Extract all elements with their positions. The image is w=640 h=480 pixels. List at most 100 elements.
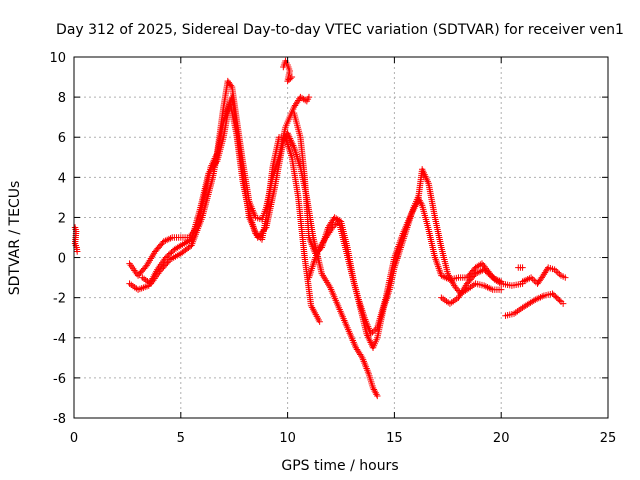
- series-late-lower: [502, 290, 567, 319]
- data-point-marker: [554, 295, 562, 303]
- axis-ticks: 0 5 10 15 20 25 -8 -6 -4 -2 0 2 4 6 8 10: [49, 51, 616, 446]
- data-point-marker: [519, 264, 526, 271]
- y-tick-label: 0: [58, 252, 66, 267]
- y-tick-label: 4: [58, 171, 66, 186]
- data-point-marker: [330, 222, 338, 230]
- data-point-marker: [261, 225, 269, 233]
- data-point-marker: [480, 266, 488, 273]
- data-point-marker: [562, 274, 569, 281]
- data-point-marker: [373, 391, 380, 398]
- x-tick-label: 0: [70, 431, 78, 446]
- data-point-marker: [284, 77, 291, 85]
- data-point-marker: [175, 243, 183, 250]
- data-point-marker: [162, 260, 170, 268]
- data-point-marker: [280, 138, 287, 145]
- data-point-marker: [372, 389, 379, 396]
- data-point-marker: [553, 267, 560, 275]
- data-point-marker: [280, 136, 288, 143]
- data-point-marker: [369, 384, 377, 392]
- data-point-marker: [157, 266, 164, 274]
- data-point-marker: [164, 253, 171, 260]
- series-spike-near-10: [280, 57, 296, 85]
- data-point-marker: [554, 269, 562, 276]
- data-point-marker: [302, 96, 309, 104]
- series-track-e: [305, 166, 505, 337]
- data-point-marker: [529, 275, 536, 283]
- data-point-marker: [156, 268, 163, 275]
- y-tick-label: -4: [53, 332, 66, 347]
- data-point-marker: [452, 284, 459, 291]
- data-point-marker: [174, 244, 181, 251]
- x-axis-label: GPS time / hours: [281, 458, 398, 474]
- y-tick-label: 6: [58, 131, 66, 146]
- data-point-marker: [367, 330, 375, 337]
- data-point-marker: [550, 291, 558, 299]
- data-point-marker: [553, 294, 560, 301]
- data-point-marker: [371, 387, 378, 395]
- data-point-marker: [332, 215, 340, 222]
- data-point-marker: [316, 318, 323, 325]
- data-point-marker: [370, 327, 378, 334]
- data-point-marker: [478, 260, 486, 267]
- data-point-marker: [498, 286, 505, 293]
- plot-border: [73, 56, 609, 419]
- series-track-f: [438, 266, 505, 307]
- data-point-marker: [331, 214, 338, 221]
- data-point-marker: [559, 300, 567, 307]
- data-point-marker: [369, 329, 376, 336]
- data-point-marker: [451, 282, 458, 289]
- data-point-marker: [329, 224, 336, 231]
- data-point-marker: [288, 73, 296, 81]
- data-point-marker: [168, 249, 175, 256]
- data-point-marker: [527, 299, 534, 306]
- y-axis-label: SDTVAR / TECUs: [7, 181, 23, 296]
- data-point-marker: [418, 200, 425, 208]
- data-markers: [71, 57, 569, 400]
- data-point-marker: [482, 267, 489, 275]
- data-point-marker: [453, 285, 460, 293]
- data-point-marker: [498, 278, 505, 285]
- data-point-marker: [486, 271, 494, 279]
- data-point-marker: [287, 75, 294, 82]
- y-tick-label: -8: [53, 412, 66, 427]
- data-point-marker: [524, 301, 531, 308]
- data-point-marker: [298, 94, 306, 102]
- data-point-marker: [483, 269, 491, 276]
- x-tick-label: 10: [279, 431, 296, 446]
- data-point-marker: [552, 293, 559, 300]
- series-late-upper: [519, 264, 569, 287]
- y-tick-label: 2: [58, 211, 66, 226]
- series-track-b: [126, 97, 323, 325]
- data-point-marker: [166, 250, 174, 257]
- data-point-marker: [519, 304, 526, 311]
- data-point-marker: [520, 303, 528, 310]
- data-point-marker: [370, 386, 378, 393]
- y-tick-label: 8: [58, 91, 66, 106]
- data-point-marker: [372, 326, 379, 333]
- x-tick-label: 20: [493, 431, 510, 446]
- data-point-marker: [158, 265, 166, 272]
- data-point-marker: [485, 270, 492, 277]
- data-point-marker: [525, 300, 533, 307]
- chart-title: Day 312 of 2025, Sidereal Day-to-day VTE…: [56, 22, 624, 38]
- data-point-marker: [172, 245, 180, 252]
- x-tick-label: 5: [177, 431, 185, 446]
- data-point-marker: [480, 261, 487, 269]
- data-point-marker: [164, 259, 171, 266]
- data-point-marker: [477, 261, 484, 268]
- data-point-marker: [528, 298, 536, 305]
- x-tick-label: 25: [600, 431, 617, 446]
- data-point-marker: [556, 297, 563, 304]
- data-point-marker: [161, 262, 168, 269]
- y-tick-label: 10: [49, 51, 66, 66]
- series-isolated: [515, 264, 526, 271]
- data-point-marker: [74, 248, 81, 255]
- x-tick-label: 15: [386, 431, 403, 446]
- data-point-marker: [473, 263, 481, 270]
- data-point-marker: [531, 277, 538, 284]
- data-point-marker: [551, 266, 558, 273]
- data-point-marker: [171, 246, 178, 253]
- y-tick-label: -6: [53, 372, 66, 387]
